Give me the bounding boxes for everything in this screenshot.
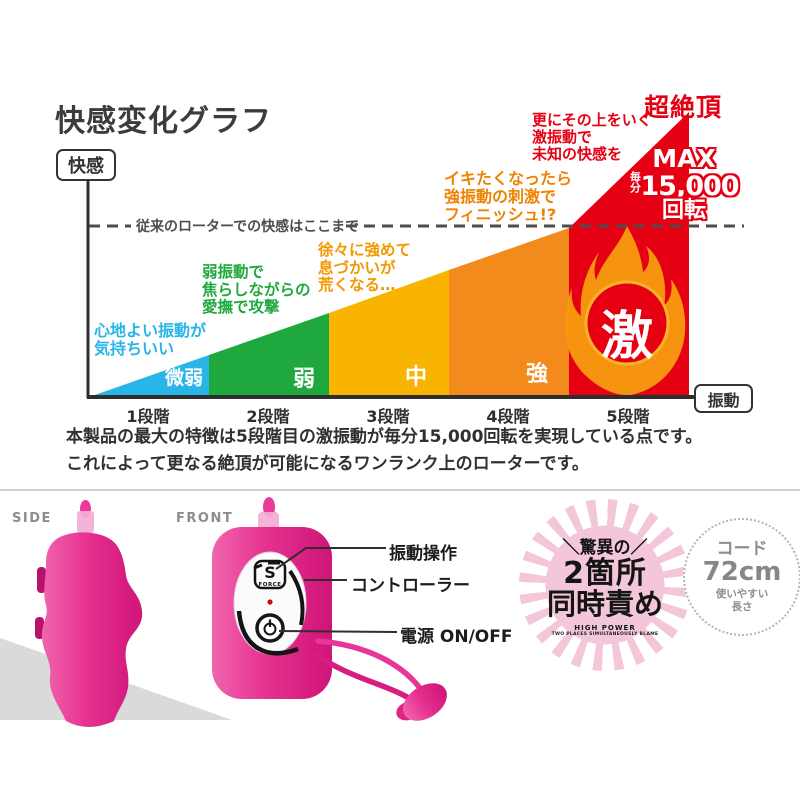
logo-name: FORCE <box>259 582 282 588</box>
x-tick-2: 2段階 <box>246 407 290 426</box>
cord-1 <box>315 638 428 698</box>
panel-arc-upper <box>288 569 305 626</box>
egg-rotor <box>403 683 447 721</box>
callout-line-vibration <box>275 547 386 570</box>
device-side-view <box>35 500 143 727</box>
x-tick-4: 4段階 <box>486 407 530 426</box>
bar-label-stage-1: 微弱 <box>164 367 203 389</box>
x-tick-5: 5段階 <box>606 407 650 426</box>
vibration-control-button <box>253 559 287 590</box>
annotation-stage-5: 更にその上をいく 激振動で 未知の快感を <box>532 111 652 164</box>
starburst-micro-line: TWO PLACES SIMULTANEOUSLY BLAME <box>551 632 659 638</box>
max-rpm-badge: MAX 毎分15,000 回転 <box>628 146 740 222</box>
cord-badge-line2: 72cm <box>702 557 782 588</box>
starburst-top-line: ＼驚異の／ <box>562 537 648 558</box>
view-label-front: FRONT <box>176 511 234 526</box>
side-body <box>42 532 143 727</box>
x-tick-1: 1段階 <box>126 407 170 426</box>
starburst-big-line-1: 2箇所 <box>563 555 647 591</box>
side-button-upper <box>37 567 46 593</box>
x-axis-label-box: 振動 <box>694 384 753 413</box>
starburst-badge: ＼驚異の／ 2箇所 同時責め HIGH POWER TWO PLACES SIM… <box>519 499 691 671</box>
callout-power-onoff: 電源 ON/OFF <box>400 627 513 647</box>
reference-line-label: 従来のローターでの快感はここまで <box>136 219 360 235</box>
stage-segment-2 <box>209 313 329 397</box>
max-word: MAX <box>652 144 716 173</box>
view-label-side: SIDE <box>12 511 52 526</box>
geki-circle <box>584 280 670 366</box>
max-value: 毎分15,000 <box>628 171 740 200</box>
peak-label: 超絶頂 <box>644 93 723 122</box>
device-front-view: S FORCE <box>212 497 332 699</box>
power-button <box>255 613 285 643</box>
x-tick-3: 3段階 <box>366 407 410 426</box>
annotation-stage-4: イキたくなったら 強振動の刺激で フィニッシュ!? <box>444 169 573 225</box>
bar-label-stage-4: 強 <box>525 362 548 387</box>
side-tip-collar <box>77 511 94 533</box>
annotation-stage-3: 徐々に強めて 息づかいが 荒くなる… <box>318 241 412 295</box>
pleasure-chart: 快感変化グラフ 快感 振動 従来のローターでの快感はここまで 心地よい振動が 気… <box>55 93 753 426</box>
logo-letter: S <box>264 563 276 582</box>
side-button-lower <box>35 617 44 639</box>
cord-length-badge: コード 72cm 使いやすい 長さ <box>683 518 800 636</box>
chart-canvas <box>86 112 744 399</box>
callout-controller: コントローラー <box>351 576 470 596</box>
cord-badge-line3: 使いやすい <box>715 588 769 601</box>
stage-segment-3 <box>329 270 449 397</box>
stage-segment-4 <box>449 228 569 397</box>
callout-vibration-control: 振動操作 <box>389 544 457 564</box>
bar-label-stage-2: 弱 <box>292 367 315 392</box>
panel-arc-lower <box>236 610 299 656</box>
annotation-stage-2: 弱振動で 焦らしながらの 愛撫で攻撃 <box>202 263 311 317</box>
per-minute-label: 毎分 <box>628 171 642 193</box>
annotation-stage-1: 心地よい振動が 気持ちいい <box>94 321 207 359</box>
cord-badge-line1: コード <box>716 538 768 559</box>
bar-label-stage-5: 激 <box>600 307 653 367</box>
y-axis-label-box: 快感 <box>56 149 116 181</box>
section-divider <box>0 489 800 491</box>
stage-segment-1 <box>89 355 209 397</box>
product-description: 本製品の最大の特徴は5段階目の激振動が毎分15,000回転を実現している点です。… <box>66 427 703 474</box>
product-illustration: S FORCE <box>0 497 447 727</box>
bar-label-stage-3: 中 <box>404 365 427 390</box>
starburst-sub-line: HIGH POWER <box>574 624 636 633</box>
rpm-unit: 回転 <box>661 198 706 223</box>
callout-line-power <box>278 630 398 633</box>
rpm-value: 15,000 <box>640 171 739 202</box>
cord-badge-line4: 長さ <box>731 601 753 614</box>
starburst-big-line-2: 同時責め <box>546 587 663 622</box>
led-indicator <box>267 599 273 605</box>
chart-title: 快感変化グラフ <box>55 104 272 139</box>
